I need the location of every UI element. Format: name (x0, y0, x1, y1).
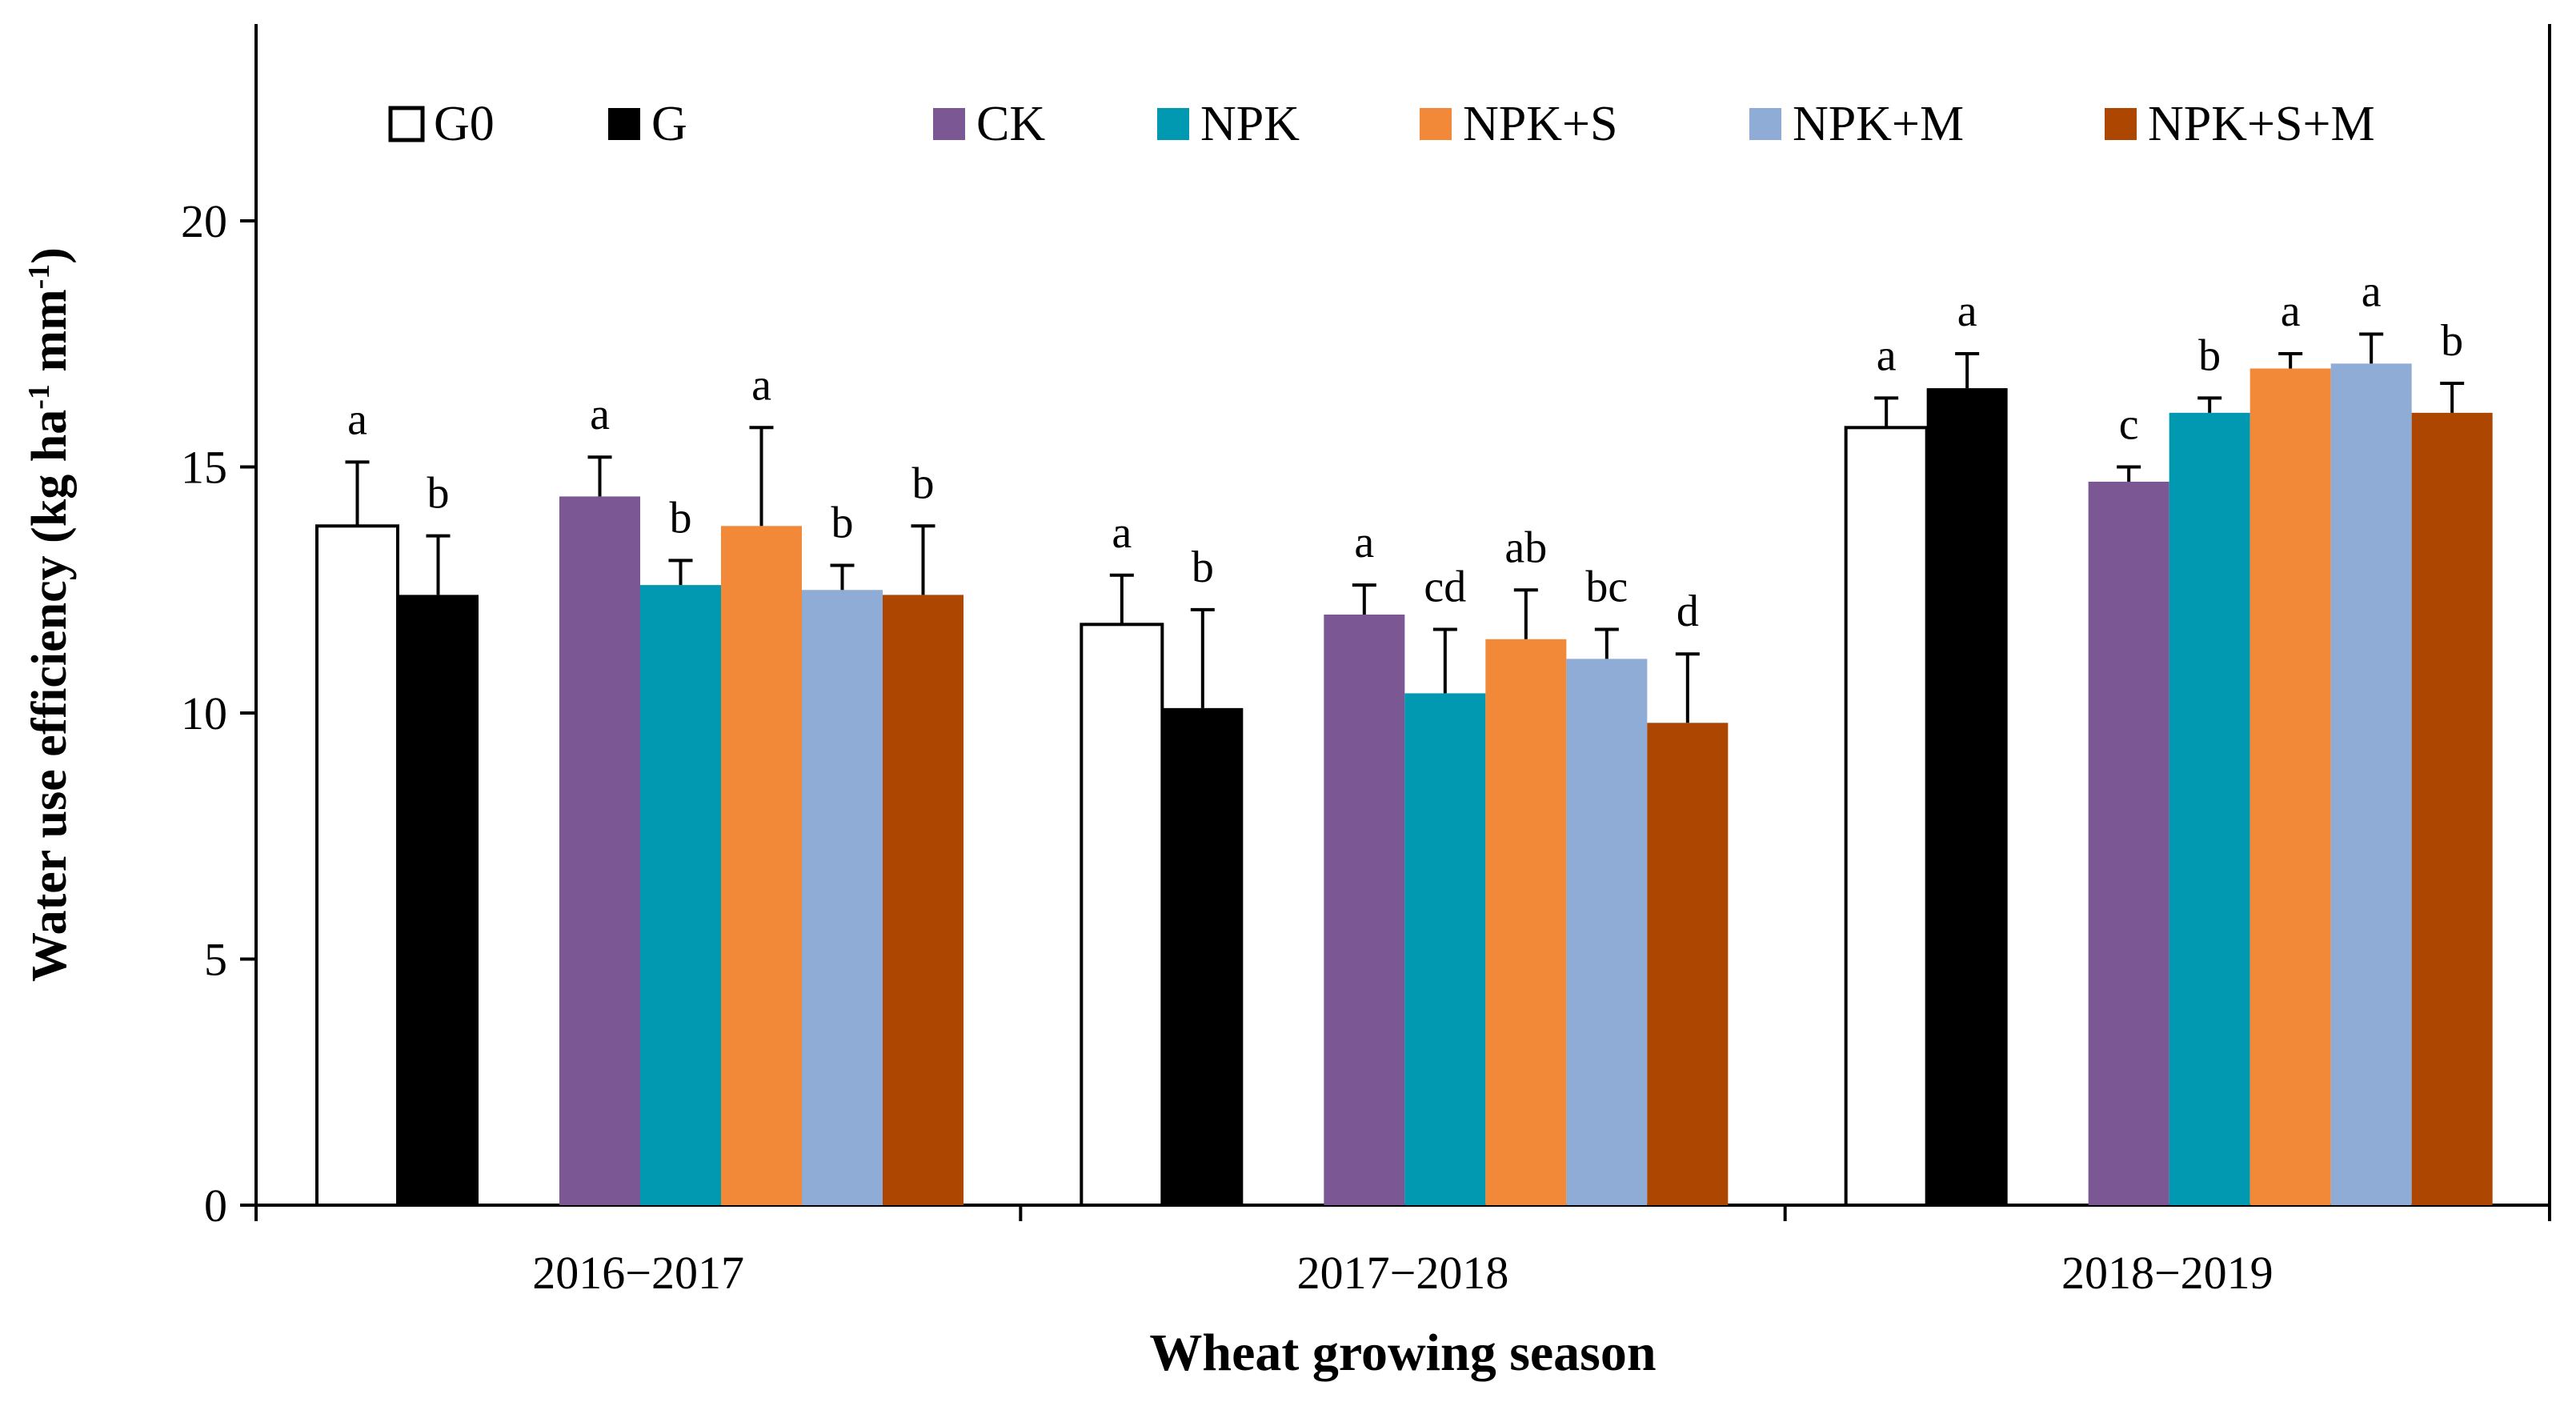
legend-swatch-npk (1157, 108, 1189, 140)
bar-npk-s-m-3 (2411, 412, 2493, 1205)
bar-npk-s-m-1 (883, 595, 963, 1205)
y-tick-label: 0 (204, 1180, 227, 1232)
significance-letter: a (1112, 508, 1132, 558)
y-axis-title-main: Water use efficiency (kg ha (22, 410, 77, 982)
y-axis-title-sup1: -1 (22, 384, 56, 410)
significance-letter: ab (1504, 523, 1547, 572)
bar-g0-2 (1080, 623, 1164, 1207)
bar-npk-m-2 (1566, 659, 1648, 1205)
significance-letter: c (2119, 400, 2139, 450)
legend-label: G0 (434, 97, 495, 151)
bars (315, 363, 2493, 1207)
legend-label: CK (976, 97, 1045, 151)
x-tick-label: 2017−2018 (1297, 1247, 1509, 1299)
significance-letter: b (912, 459, 935, 508)
bar-npk-s-3 (2249, 368, 2331, 1205)
y-tick-label: 10 (181, 687, 227, 739)
significance-letter: cd (1424, 562, 1466, 611)
significance-letter: a (1354, 518, 1374, 567)
bar-g-3 (1926, 388, 2008, 1206)
legend: G0 G CK NPK NPK+S NPK+M NPK+S+M (388, 97, 2375, 151)
bar-npk-m-3 (2330, 363, 2412, 1206)
legend-label: NPK+S (1463, 97, 1617, 151)
bar-npk-3 (2169, 412, 2250, 1205)
y-tick-label: 20 (181, 195, 227, 247)
significance-letter: b (670, 493, 692, 543)
significance-letter: b (2441, 316, 2463, 366)
significance-letter: a (1877, 330, 1897, 380)
x-ticks: 2016−2017 2017−2018 2018−2019 (254, 1205, 2551, 1299)
y-axis-title-mid: mm (22, 289, 77, 384)
bar-ck-2 (1324, 615, 1405, 1205)
y-tick-label: 15 (181, 442, 227, 494)
y-tick-label: 5 (204, 934, 227, 986)
legend-swatch-g0 (388, 106, 425, 142)
x-tick-label: 2018−2019 (2061, 1247, 2274, 1299)
legend-swatch-npk-s (1420, 108, 1452, 140)
significance-letter: b (1192, 543, 1214, 592)
y-axis-title: Water use efficiency (kg ha-1 mm-1) (22, 247, 77, 982)
significance-letter: a (590, 390, 610, 439)
bar-g0-1 (315, 524, 399, 1207)
x-tick-label: 2016−2017 (532, 1247, 744, 1299)
legend-swatch-npk-m (1749, 108, 1781, 140)
bar-npk-1 (640, 585, 721, 1205)
legend-label: NPK (1200, 97, 1300, 151)
bar-g-1 (398, 595, 479, 1205)
legend-swatch-npk-s-m (2105, 108, 2137, 140)
y-ticks: 0 5 10 15 20 (181, 195, 256, 1232)
bar-npk-s-2 (1485, 639, 1567, 1205)
legend-label: NPK+M (1793, 97, 1964, 151)
bar-ck-1 (559, 496, 640, 1205)
legend-label: NPK+S+M (2148, 97, 2375, 151)
significance-letter: a (1957, 286, 1977, 336)
significance-letter: b (831, 499, 854, 548)
significance-letter: b (427, 469, 450, 519)
bar-ck-3 (2088, 481, 2169, 1205)
significance-letter: d (1677, 587, 1699, 636)
y-axis-title-end: ) (22, 247, 77, 264)
bar-npk-s-1 (721, 526, 802, 1205)
x-axis-title: Wheat growing season (1149, 1324, 1656, 1382)
significance-letter: bc (1585, 562, 1628, 611)
significance-letter: b (2198, 330, 2221, 380)
bar-npk-m-1 (802, 590, 883, 1205)
legend-swatch-ck (933, 108, 965, 140)
bar-g0-3 (1844, 426, 1929, 1207)
legend-label: G (651, 97, 687, 151)
y-axis-title-sup2: -1 (22, 264, 56, 290)
legend-swatch-g (608, 108, 640, 140)
bar-g-2 (1162, 707, 1244, 1205)
bar-npk-2 (1404, 693, 1486, 1205)
significance-letter: a (347, 395, 367, 444)
significance-letter: a (751, 360, 771, 410)
significance-letter: a (2281, 286, 2301, 336)
significance-letter: a (2362, 266, 2382, 316)
error-bars (345, 332, 2465, 723)
bar-npk-s-m-2 (1647, 723, 1729, 1205)
